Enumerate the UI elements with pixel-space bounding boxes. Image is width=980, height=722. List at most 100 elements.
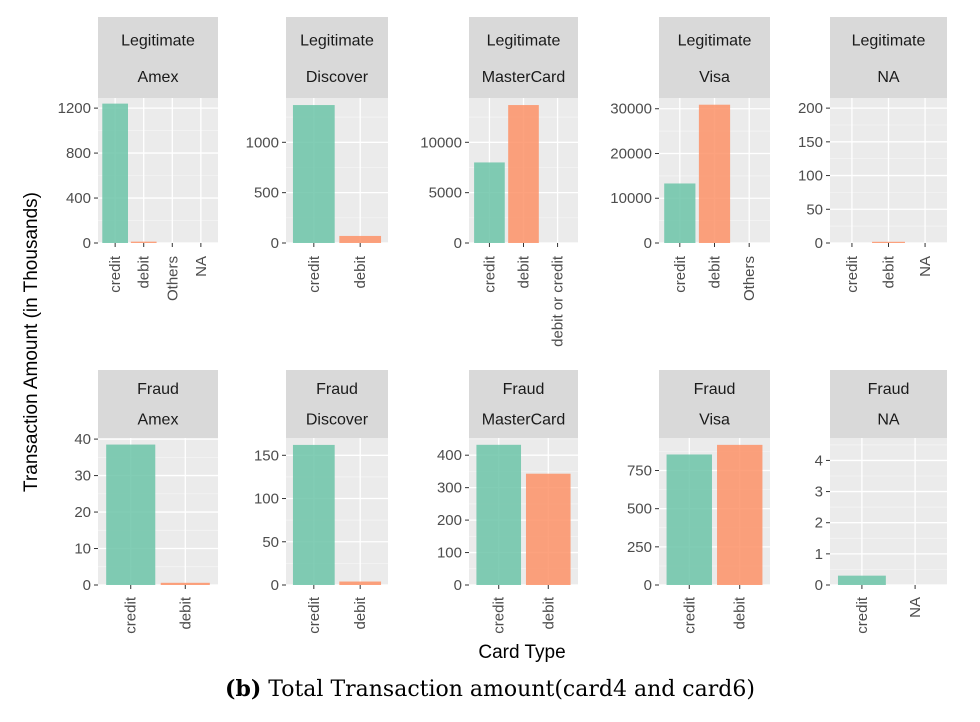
y-tick-label: 50 xyxy=(262,534,279,551)
facet-strip xyxy=(659,370,770,438)
y-tick-label: 40 xyxy=(74,431,91,448)
y-tick-label: 1000 xyxy=(246,134,279,151)
facet-strip-label-class: Fraud xyxy=(868,381,910,398)
x-tick-label: NA xyxy=(917,256,934,277)
y-tick-label: 500 xyxy=(627,501,652,518)
facet-strip-label-card: NA xyxy=(877,69,900,86)
facet-strip-label-card: Visa xyxy=(699,69,730,86)
x-tick-label: debit or credit xyxy=(550,255,567,347)
facet-strip-label-card: Discover xyxy=(306,411,369,428)
facet-strip xyxy=(286,370,388,438)
x-tick-label: credit xyxy=(681,596,698,634)
y-tick-label: 0 xyxy=(83,577,91,594)
bar-debit xyxy=(525,473,571,585)
bar-debit xyxy=(160,582,210,585)
facet-strip-label-class: Fraud xyxy=(137,381,179,398)
y-tick-label: 100 xyxy=(254,491,279,508)
facet-panel: Legitimate NA 0 50 100 150 200 credit debit NA xyxy=(798,17,947,293)
facet-panel: Fraud Amex 0 10 20 30 40 credit debit xyxy=(74,370,218,634)
y-tick-label: 1 xyxy=(815,546,823,563)
facet-strip xyxy=(286,17,388,98)
x-tick-label: Others xyxy=(741,256,758,301)
y-tick-label: 100 xyxy=(437,545,462,562)
facet-strip-label-class: Legitimate xyxy=(300,32,374,49)
y-tick-label: 30000 xyxy=(610,101,652,118)
bar-credit xyxy=(837,575,886,585)
x-tick-label: debit xyxy=(540,596,557,629)
bar-credit xyxy=(664,183,696,243)
facet-strip xyxy=(659,17,770,98)
y-tick-label: 10 xyxy=(74,541,91,558)
x-tick-label: credit xyxy=(306,255,323,293)
facet-panel: Fraud MasterCard 0 100 200 300 400 credit debit xyxy=(437,370,578,634)
x-tick-label: debit xyxy=(177,596,194,629)
bar-debit xyxy=(698,104,731,244)
bar-credit xyxy=(106,444,156,585)
caption-text: Total Transaction amount(card4 and card6… xyxy=(268,677,755,702)
x-tick-label: credit xyxy=(123,596,140,634)
x-tick-label: NA xyxy=(907,597,924,618)
facet-strip-label-class: Legitimate xyxy=(487,32,561,49)
bar-credit xyxy=(292,444,335,585)
bar-credit xyxy=(474,162,505,243)
y-tick-label: 400 xyxy=(437,447,462,464)
x-tick-label: debit xyxy=(707,255,724,288)
y-tick-label: 800 xyxy=(66,145,91,162)
facet-strip-label-card: MasterCard xyxy=(482,411,566,428)
y-tick-label: 0 xyxy=(271,577,279,594)
facet-panel: Legitimate MasterCard 0 5000 10000 credit debi… xyxy=(420,17,578,347)
x-axis-title: Card Type xyxy=(478,642,565,663)
y-tick-label: 200 xyxy=(437,512,462,529)
y-tick-label: 5000 xyxy=(429,185,462,202)
y-tick-label: 150 xyxy=(254,447,279,464)
facet-panel: Fraud Discover 0 50 100 150 credit debit xyxy=(254,370,388,634)
y-tick-label: 100 xyxy=(798,168,823,185)
y-tick-label: 150 xyxy=(798,134,823,151)
x-tick-label: credit xyxy=(306,596,323,634)
y-tick-label: 200 xyxy=(798,100,823,117)
x-tick-label: credit xyxy=(844,255,861,293)
facet-panel: Legitimate Amex 0 400 800 1200 credit debit Othe… xyxy=(58,17,218,301)
bar-debit xyxy=(339,235,382,243)
facet-strip xyxy=(469,17,578,98)
x-tick-label: credit xyxy=(481,255,498,293)
y-tick-label: 20 xyxy=(74,504,91,521)
facet-strip xyxy=(98,370,218,438)
x-tick-label: credit xyxy=(672,255,689,293)
bar-debit xyxy=(130,241,157,243)
x-tick-label: NA xyxy=(193,256,210,277)
x-tick-label: debit xyxy=(352,596,369,629)
bar-debit xyxy=(872,241,905,243)
bar-credit xyxy=(666,454,712,585)
facet-strip-label-card: Discover xyxy=(306,69,369,86)
facet-strip-label-class: Fraud xyxy=(694,381,736,398)
y-tick-label: 0 xyxy=(815,577,823,594)
panel-background xyxy=(830,438,947,585)
facet-strip-label-class: Fraud xyxy=(316,381,358,398)
facet-strip xyxy=(469,370,578,438)
y-tick-label: 30 xyxy=(74,468,91,485)
facet-strip-label-card: Amex xyxy=(138,69,179,86)
y-axis-title: Transaction Amount (in Thousands) xyxy=(21,192,42,492)
x-tick-label: debit xyxy=(732,596,749,629)
y-tick-label: 3 xyxy=(815,484,823,501)
facet-strip xyxy=(830,370,947,438)
y-tick-label: 2 xyxy=(815,515,823,532)
x-tick-label: credit xyxy=(491,596,508,634)
x-tick-label: debit xyxy=(881,255,898,288)
facet-strip-label-card: NA xyxy=(877,411,900,428)
y-tick-label: 50 xyxy=(806,201,823,218)
facet-strip-label-class: Legitimate xyxy=(121,32,195,49)
facet-strip-label-class: Legitimate xyxy=(678,32,752,49)
facet-strip-label-card: MasterCard xyxy=(482,69,566,86)
bar-credit xyxy=(292,105,335,243)
y-tick-label: 0 xyxy=(454,235,462,252)
facet-panel: Legitimate Discover 0 500 1000 credit debit xyxy=(246,17,388,293)
x-tick-label: credit xyxy=(854,596,871,634)
figure-caption: (b) Total Transaction amount(card4 and c… xyxy=(0,676,980,702)
facet-strip xyxy=(830,17,947,98)
x-tick-label: debit xyxy=(136,255,153,288)
caption-label: (b) xyxy=(225,676,262,702)
